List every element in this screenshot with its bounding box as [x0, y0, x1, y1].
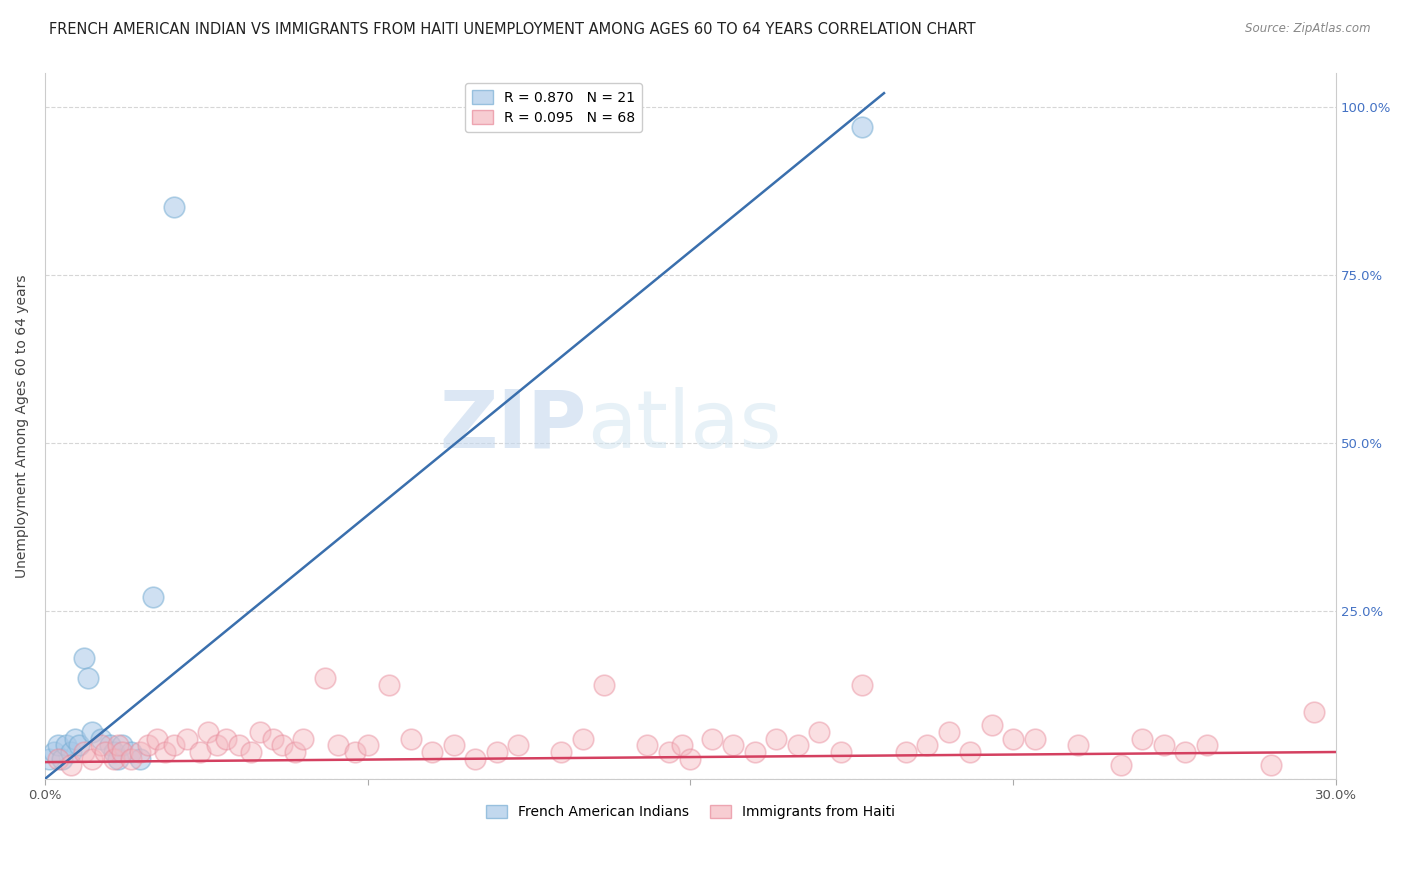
Point	[1303, 705, 1326, 719]
Point	[67, 739, 90, 753]
Point	[188, 745, 211, 759]
Point	[42, 745, 65, 759]
Point	[915, 739, 938, 753]
Point	[723, 739, 745, 753]
Point	[1130, 731, 1153, 746]
Point	[679, 752, 702, 766]
Point	[572, 731, 595, 746]
Point	[1174, 745, 1197, 759]
Point	[980, 718, 1002, 732]
Point	[90, 739, 112, 753]
Point	[98, 739, 121, 753]
Point	[292, 731, 315, 746]
Point	[508, 739, 530, 753]
Point	[38, 752, 60, 766]
Point	[787, 739, 810, 753]
Point	[215, 731, 238, 746]
Point	[938, 724, 960, 739]
Point	[240, 745, 263, 759]
Point	[700, 731, 723, 746]
Point	[744, 745, 766, 759]
Point	[283, 745, 305, 759]
Point	[59, 745, 82, 759]
Point	[464, 752, 486, 766]
Point	[141, 591, 163, 605]
Point	[808, 724, 831, 739]
Point	[46, 739, 69, 753]
Point	[959, 745, 981, 759]
Point	[314, 671, 336, 685]
Point	[155, 745, 177, 759]
Point	[146, 731, 169, 746]
Point	[107, 752, 129, 766]
Point	[176, 731, 198, 746]
Point	[894, 745, 917, 759]
Point	[443, 739, 465, 753]
Point	[107, 739, 129, 753]
Point	[163, 201, 186, 215]
Point	[636, 739, 658, 753]
Point	[270, 739, 292, 753]
Point	[163, 739, 186, 753]
Point	[671, 739, 693, 753]
Point	[197, 724, 219, 739]
Point	[343, 745, 366, 759]
Point	[1195, 739, 1218, 753]
Text: FRENCH AMERICAN INDIAN VS IMMIGRANTS FROM HAITI UNEMPLOYMENT AMONG AGES 60 TO 64: FRENCH AMERICAN INDIAN VS IMMIGRANTS FRO…	[49, 22, 976, 37]
Point	[90, 731, 112, 746]
Point	[262, 731, 284, 746]
Point	[1153, 739, 1175, 753]
Point	[136, 739, 159, 753]
Point	[851, 120, 873, 134]
Point	[82, 724, 104, 739]
Text: atlas: atlas	[588, 387, 782, 465]
Point	[128, 752, 150, 766]
Point	[103, 752, 125, 766]
Point	[658, 745, 681, 759]
Point	[51, 752, 73, 766]
Point	[420, 745, 443, 759]
Point	[73, 745, 96, 759]
Point	[228, 739, 250, 753]
Point	[593, 678, 616, 692]
Point	[77, 671, 100, 685]
Point	[59, 758, 82, 772]
Point	[550, 745, 572, 759]
Point	[326, 739, 349, 753]
Point	[120, 745, 142, 759]
Point	[357, 739, 380, 753]
Point	[55, 739, 77, 753]
Point	[765, 731, 787, 746]
Point	[46, 752, 69, 766]
Point	[103, 745, 125, 759]
Point	[111, 745, 134, 759]
Point	[249, 724, 271, 739]
Point	[485, 745, 508, 759]
Y-axis label: Unemployment Among Ages 60 to 64 years: Unemployment Among Ages 60 to 64 years	[15, 274, 30, 578]
Point	[82, 752, 104, 766]
Point	[1260, 758, 1282, 772]
Point	[1002, 731, 1025, 746]
Point	[851, 678, 873, 692]
Point	[128, 745, 150, 759]
Point	[111, 739, 134, 753]
Point	[378, 678, 401, 692]
Point	[63, 731, 86, 746]
Point	[94, 745, 117, 759]
Legend: French American Indians, Immigrants from Haiti: French American Indians, Immigrants from…	[481, 799, 900, 825]
Point	[830, 745, 852, 759]
Point	[1066, 739, 1088, 753]
Point	[1109, 758, 1132, 772]
Text: ZIP: ZIP	[440, 387, 588, 465]
Point	[399, 731, 422, 746]
Point	[120, 752, 142, 766]
Point	[1024, 731, 1046, 746]
Point	[205, 739, 228, 753]
Text: Source: ZipAtlas.com: Source: ZipAtlas.com	[1246, 22, 1371, 36]
Point	[73, 651, 96, 665]
